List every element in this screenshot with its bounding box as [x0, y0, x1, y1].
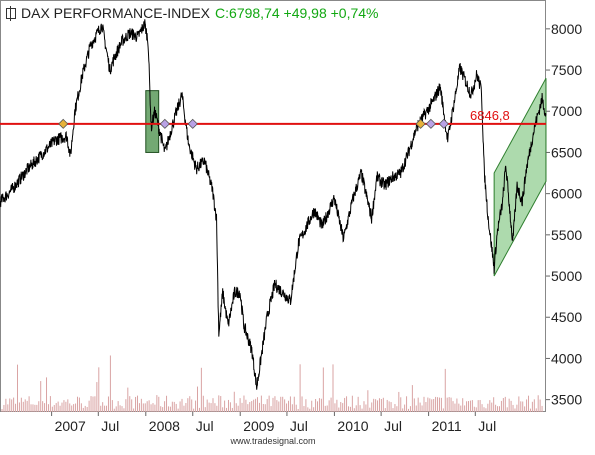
x-tick-label: Jul	[290, 418, 308, 434]
plot-frame	[0, 0, 546, 412]
y-tick-label: 4500	[551, 309, 582, 325]
y-tick-label: 7000	[551, 103, 582, 119]
y-tick-label: 5500	[551, 227, 582, 243]
x-tick-label: Jul	[384, 418, 402, 434]
level-label: 6846,8	[470, 108, 510, 123]
y-tick-label: 8000	[551, 21, 582, 37]
instrument-name: DAX PERFORMANCE-INDEX	[21, 5, 211, 21]
x-tick-label: Jul	[101, 418, 119, 434]
volume-bars	[1, 355, 543, 412]
y-tick-label: 6500	[551, 144, 582, 160]
y-tick-label: 3500	[551, 392, 582, 408]
x-tick-label: 2007	[55, 418, 86, 434]
source-footer: www.tradesignal.com	[230, 436, 316, 446]
y-tick-label: 7500	[551, 62, 582, 78]
x-tick-label: 2011	[432, 418, 462, 434]
candlestick-icon	[6, 6, 16, 21]
y-tick-label: 4000	[551, 350, 582, 366]
x-tick-label: 2009	[243, 418, 274, 434]
signal-marker	[415, 118, 426, 129]
signal-marker	[438, 118, 449, 129]
x-tick-label: Jul	[478, 418, 496, 434]
signal-marker	[425, 118, 436, 129]
x-tick-label: 2008	[149, 418, 180, 434]
signal-marker	[58, 118, 69, 129]
signal-marker	[159, 118, 170, 129]
price-quote: C:6798,74 +49,98 +0,74%	[215, 5, 379, 21]
price-line	[0, 19, 547, 390]
y-tick-label: 6000	[551, 186, 582, 202]
signal-marker	[187, 118, 198, 129]
x-tick-label: Jul	[196, 418, 214, 434]
trend-channel	[493, 78, 547, 277]
y-tick-label: 5000	[551, 268, 582, 284]
chart-header: DAX PERFORMANCE-INDEX C:6798,74 +49,98 +0…	[6, 5, 379, 21]
x-tick-label: 2010	[337, 418, 368, 434]
